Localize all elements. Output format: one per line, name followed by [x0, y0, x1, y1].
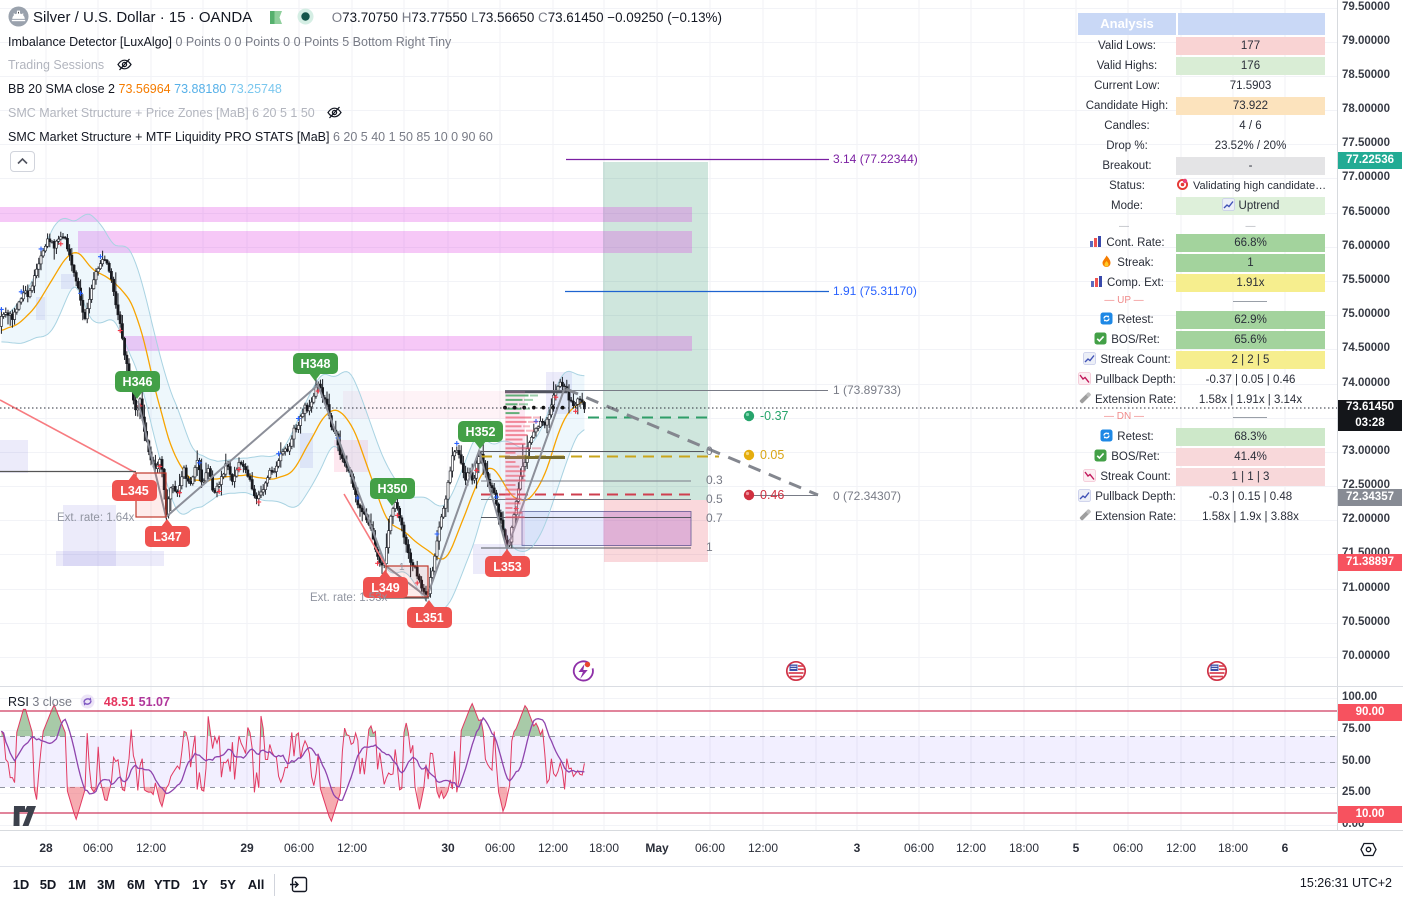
svg-text:1: 1	[706, 540, 713, 554]
svg-text:L347: L347	[153, 530, 182, 544]
svg-text:L349: L349	[371, 581, 400, 595]
svg-text:0.7: 0.7	[706, 511, 723, 525]
svg-text:0: 0	[706, 444, 713, 458]
svg-text:0.3: 0.3	[706, 473, 723, 487]
svg-text:H346: H346	[123, 375, 153, 389]
svg-text:0.46: 0.46	[760, 488, 784, 502]
svg-text:1: 1	[399, 562, 405, 573]
svg-text:H352: H352	[466, 425, 496, 439]
svg-text:L345: L345	[120, 484, 149, 498]
svg-text:3.14 (77.22344): 3.14 (77.22344)	[833, 152, 918, 166]
svg-text:L351: L351	[415, 611, 444, 625]
svg-text:L353: L353	[493, 560, 522, 574]
svg-text:1.91 (75.31170): 1.91 (75.31170)	[833, 284, 917, 298]
svg-text:Ext. rate: 1.64x: Ext. rate: 1.64x	[57, 512, 135, 524]
svg-text:-0.37: -0.37	[760, 409, 789, 423]
svg-text:Ext. rate: 1.53x: Ext. rate: 1.53x	[310, 592, 388, 604]
svg-text:0 (72.34307): 0 (72.34307)	[833, 489, 901, 503]
svg-text:H348: H348	[301, 357, 331, 371]
svg-text:0.05: 0.05	[760, 448, 784, 462]
svg-text:0.5: 0.5	[706, 492, 723, 506]
svg-text:1 (73.89733): 1 (73.89733)	[833, 383, 901, 397]
svg-text:H350: H350	[378, 482, 408, 496]
